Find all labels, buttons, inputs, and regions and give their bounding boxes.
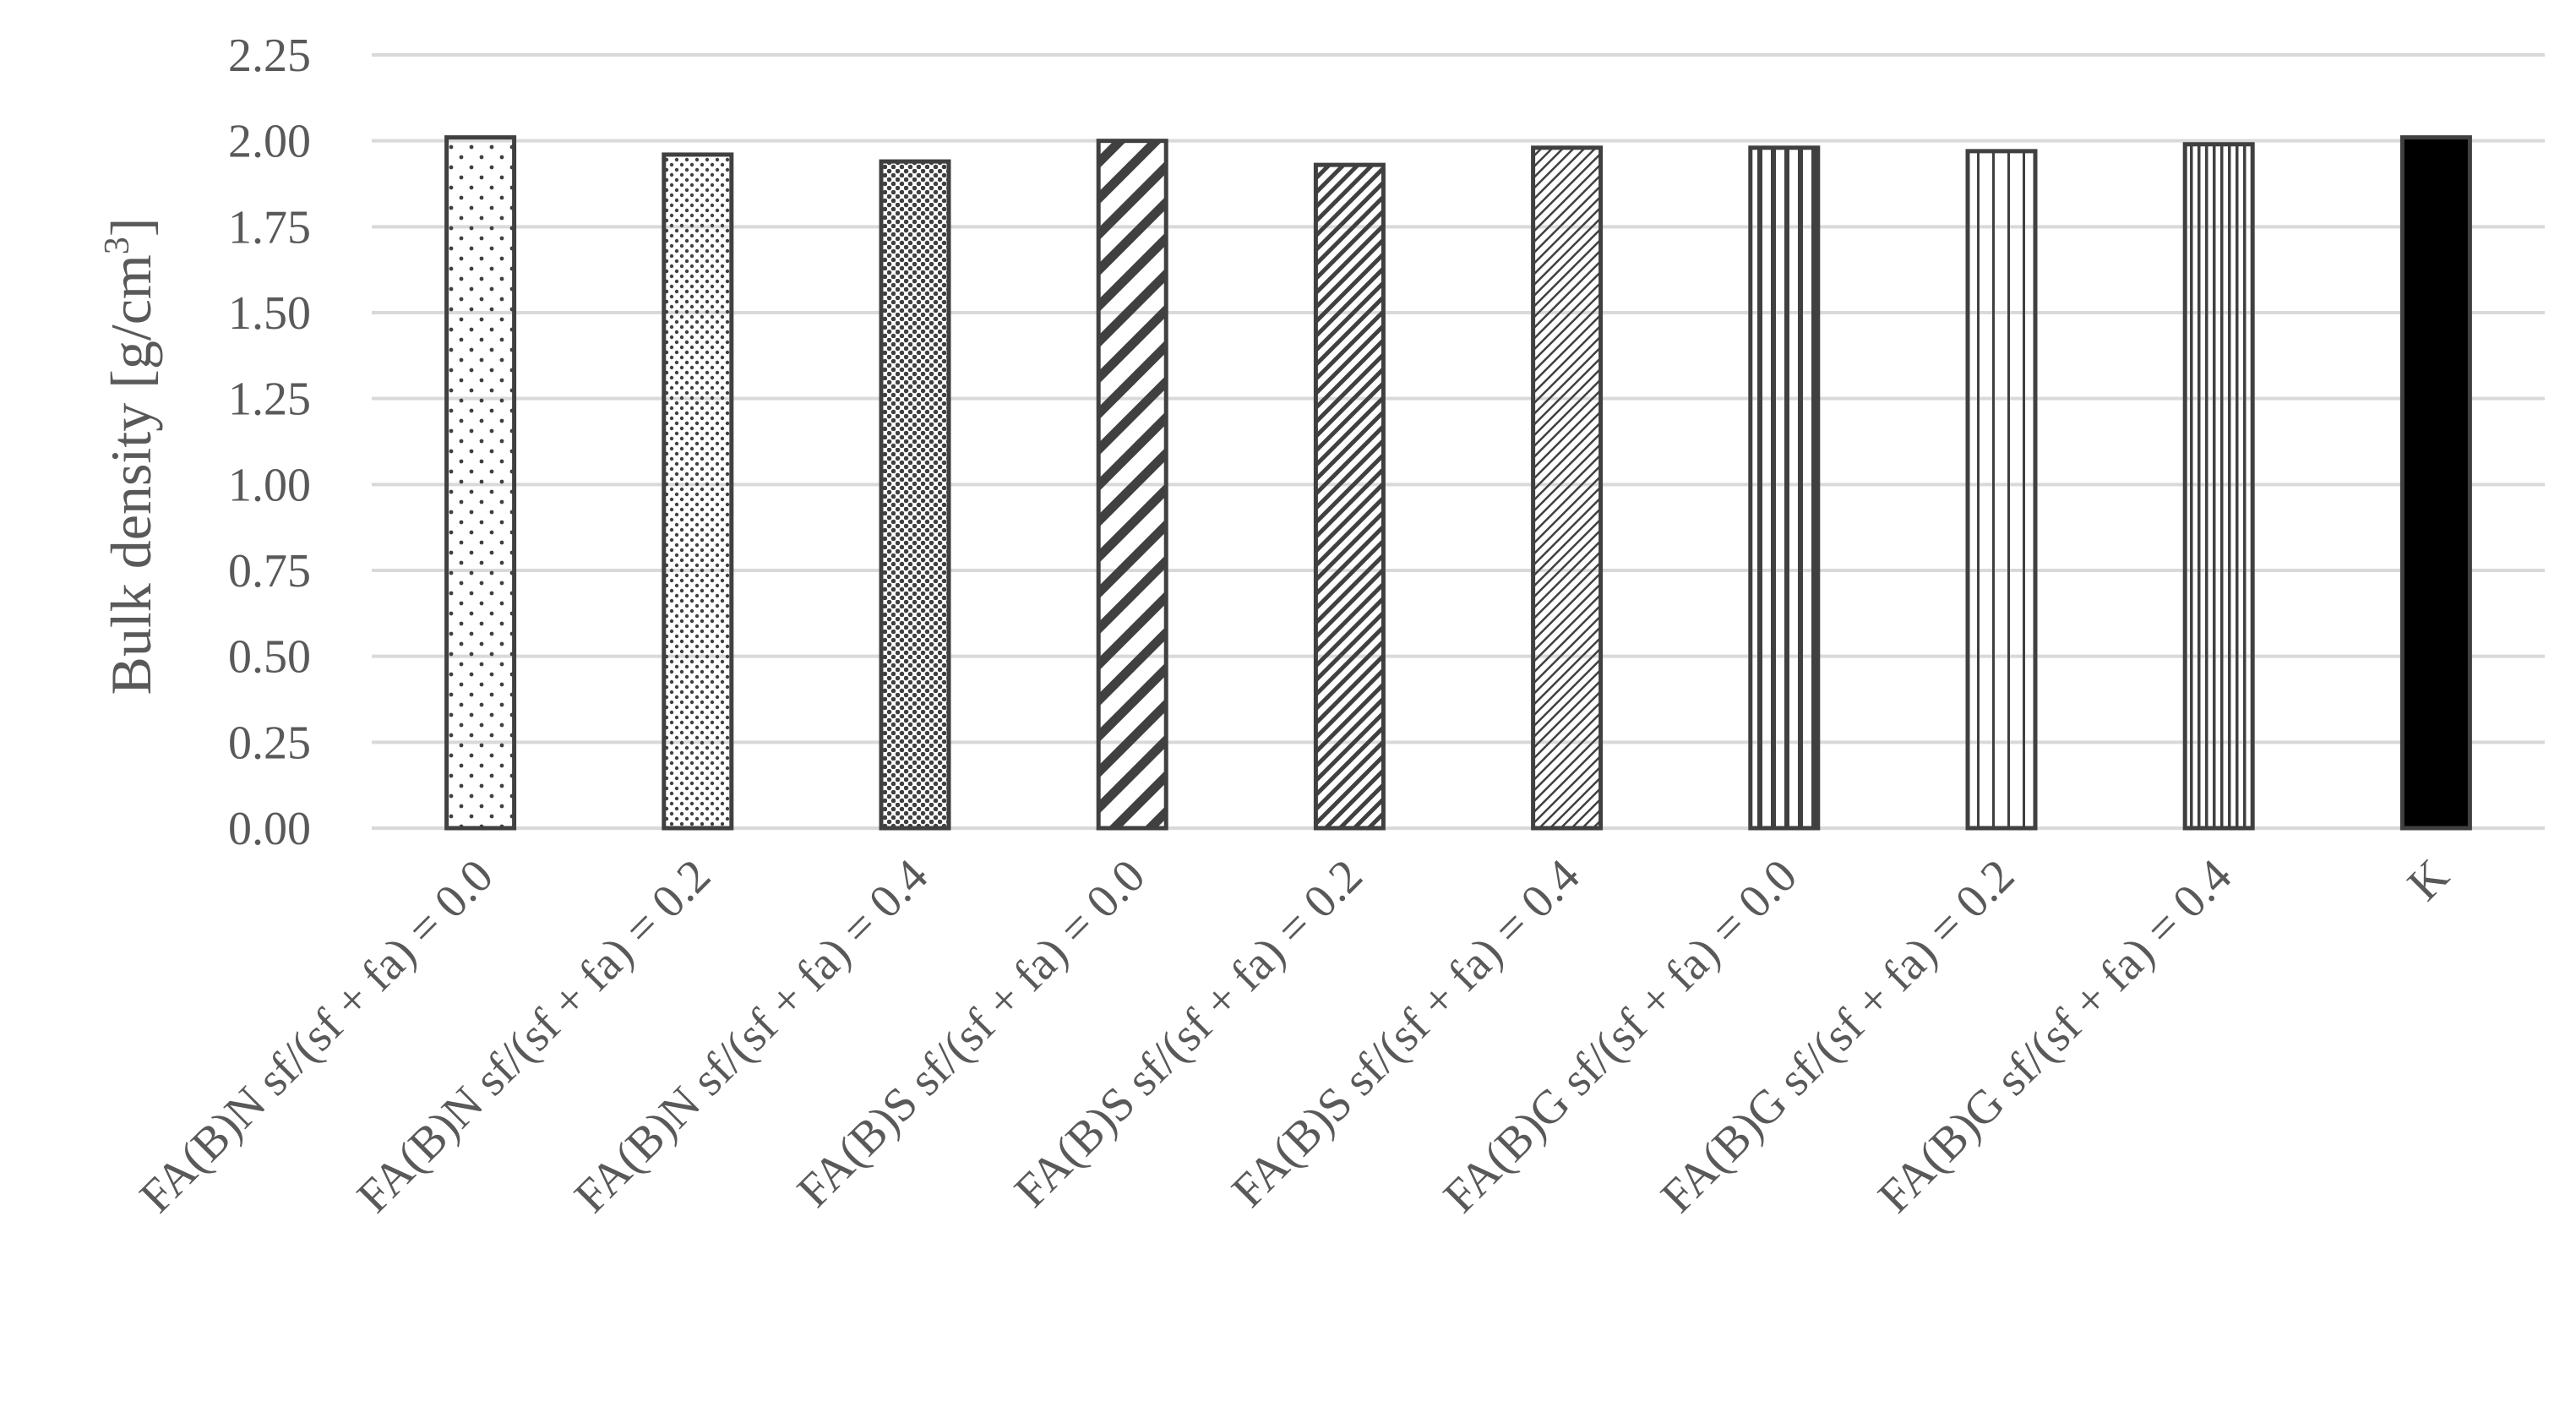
bar [1531, 145, 1604, 831]
y-axis-title-superscript: 3 [98, 237, 137, 254]
bar [1748, 145, 1821, 831]
y-axis-title-close: ] [99, 218, 163, 237]
y-axis-title: Bulk density [g/cm3] [98, 218, 163, 695]
x-axis-category-labels: FA(B)N sf/(sf + fa) = 0.0FA(B)N sf/(sf +… [130, 849, 2459, 1223]
x-category-label: FA(B)S sf/(sf + fa) = 0.0 [787, 849, 1155, 1217]
y-tick-label: 1.00 [228, 459, 311, 511]
bar [2182, 142, 2255, 831]
y-tick-label: 2.00 [228, 116, 311, 168]
y-tick-label: 0.00 [228, 803, 311, 855]
y-axis-tick-labels: 0.00 0.25 0.50 0.75 1.00 1.25 1.50 1.75 2.00 2.25 [228, 30, 311, 855]
bar [1096, 139, 1168, 831]
x-category-label: FA(B)N sf/(sf + fa) = 0.4 [564, 849, 938, 1223]
x-category-label: FA(B)G sf/(sf + fa) = 0.0 [1434, 849, 1807, 1223]
y-tick-label: 2.25 [228, 30, 311, 82]
x-category-label: FA(B)G sf/(sf + fa) = 0.2 [1651, 849, 2024, 1223]
y-tick-label: 1.50 [228, 287, 311, 340]
x-category-label: FA(B)S sf/(sf + fa) = 0.4 [1222, 849, 1589, 1217]
y-tick-label: 0.25 [228, 717, 311, 769]
bars [444, 135, 2472, 831]
bar [1313, 162, 1386, 831]
x-category-label: FA(B)N sf/(sf + fa) = 0.0 [130, 849, 504, 1223]
x-category-label: FA(B)N sf/(sf + fa) = 0.2 [347, 849, 721, 1223]
x-category-label: FA(B)G sf/(sf + fa) = 0.4 [1868, 849, 2241, 1223]
y-tick-label: 1.75 [228, 201, 311, 254]
bar [1965, 149, 2038, 831]
y-tick-label: 0.50 [228, 631, 311, 684]
bar [662, 152, 734, 831]
bar [2399, 135, 2472, 831]
y-tick-label: 1.25 [228, 374, 311, 426]
bar [879, 159, 951, 831]
x-category-label: FA(B)S sf/(sf + fa) = 0.2 [1005, 849, 1372, 1217]
bar [444, 135, 517, 831]
gridlines [372, 53, 2545, 830]
y-tick-label: 0.75 [228, 545, 311, 597]
x-category-label: K [2398, 849, 2459, 910]
y-axis-title-text: Bulk density [g/cm [99, 254, 163, 695]
